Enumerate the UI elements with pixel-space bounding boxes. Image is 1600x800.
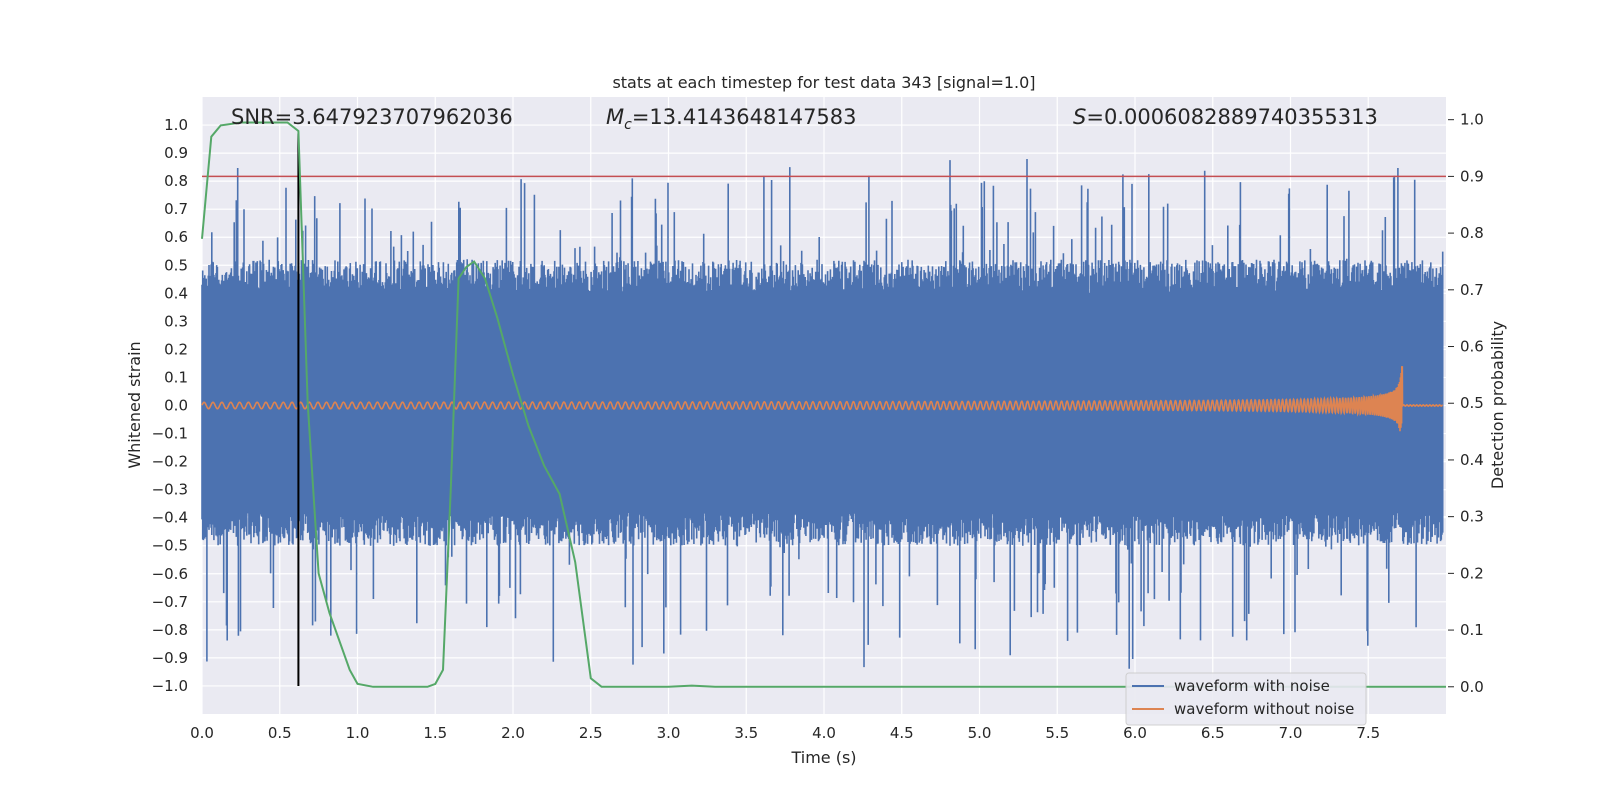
waveform-without-noise-series	[201, 366, 1443, 432]
chirp-mass-value: =13.4143648147583	[632, 105, 857, 129]
y2-tick-label: 1.0	[1460, 111, 1484, 129]
s-annotation: S=0.0006082889740355313	[1073, 105, 1378, 129]
y2-tick-label: 0.0	[1460, 678, 1484, 696]
y-axis-label: Whitened strain	[125, 341, 144, 468]
legend-label-clean: waveform without noise	[1174, 700, 1354, 718]
y-tick-label: −0.1	[152, 425, 188, 443]
x-tick-label: 4.0	[812, 724, 836, 742]
right-y-axis-ticks: 1.0 0.9 0.8 0.7 0.6 0.5 0.4 0.3 0.2 0.1 0.0	[1448, 111, 1484, 696]
x-tick-label: 0.0	[190, 724, 214, 742]
y-tick-label: 0.5	[164, 256, 188, 274]
chart-title: stats at each timestep for test data 343…	[612, 73, 1035, 92]
y-tick-label: −0.7	[152, 593, 188, 611]
y2-tick-label: 0.1	[1460, 621, 1484, 639]
y2-tick-label: 0.8	[1460, 224, 1484, 242]
x-tick-label: 2.0	[501, 724, 525, 742]
y2-tick-label: 0.9	[1460, 167, 1484, 185]
y-tick-label: 0.4	[164, 284, 188, 302]
x-tick-label: 6.0	[1123, 724, 1147, 742]
chirp-mass-symbol: M	[606, 105, 624, 129]
y-tick-label: −0.3	[152, 481, 188, 499]
clean-waveform-path	[201, 366, 1443, 432]
s-value: =0.0006082889740355313	[1086, 105, 1378, 129]
y-tick-label: 0.9	[164, 144, 188, 162]
y-tick-label: −0.4	[152, 509, 188, 527]
legend-label-noisy: waveform with noise	[1174, 677, 1330, 695]
y-tick-label: 0.6	[164, 228, 188, 246]
y2-axis-label: Detection probability	[1488, 321, 1507, 489]
y-tick-label: 0.2	[164, 340, 188, 358]
y-tick-label: −0.2	[152, 453, 188, 471]
x-tick-label: 3.5	[734, 724, 758, 742]
y2-tick-label: 0.3	[1460, 508, 1484, 526]
snr-annotation: SNR=3.647923707962036	[231, 105, 513, 129]
x-tick-label: 4.5	[890, 724, 914, 742]
detection-probability-line	[201, 121, 1446, 688]
x-tick-label: 7.5	[1356, 724, 1380, 742]
x-tick-label: 0.5	[268, 724, 292, 742]
x-tick-label: 7.0	[1279, 724, 1303, 742]
y2-tick-label: 0.7	[1460, 281, 1484, 299]
y2-tick-label: 0.2	[1460, 564, 1484, 582]
y-tick-label: −0.5	[152, 537, 188, 555]
x-tick-label: 2.5	[579, 724, 603, 742]
x-tick-label: 6.5	[1201, 724, 1225, 742]
x-tick-label: 1.0	[346, 724, 370, 742]
s-symbol: S	[1073, 105, 1086, 129]
y-tick-label: −1.0	[152, 677, 188, 695]
y2-tick-label: 0.6	[1460, 338, 1484, 356]
left-y-axis-ticks: 1.0 0.9 0.8 0.7 0.6 0.5 0.4 0.3 0.2 0.1 0.0 −0.1 −0.…	[152, 116, 188, 695]
y-tick-label: 0.8	[164, 172, 188, 190]
y2-tick-label: 0.5	[1460, 394, 1484, 412]
y-tick-label: 0.1	[164, 368, 188, 386]
legend: waveform with noise waveform without noi…	[1125, 672, 1367, 726]
y-tick-label: −0.8	[152, 621, 188, 639]
x-tick-label: 1.5	[423, 724, 447, 742]
x-axis-label: Time (s)	[790, 748, 856, 767]
y-tick-label: 0.3	[164, 312, 188, 330]
y-tick-label: 0.0	[164, 397, 188, 415]
x-tick-label: 5.0	[968, 724, 992, 742]
chirp-mass-subscript: c	[624, 117, 632, 133]
chirp-mass-annotation: Mc=13.4143648147583	[606, 105, 857, 133]
y-tick-label: −0.9	[152, 649, 188, 667]
y-tick-label: 0.7	[164, 200, 188, 218]
x-tick-label: 3.0	[657, 724, 681, 742]
y-tick-label: −0.6	[152, 565, 188, 583]
x-tick-label: 5.5	[1045, 724, 1069, 742]
x-axis-ticks: 0.0 0.5 1.0 1.5 2.0 2.5 3.0 3.5 4.0 4.5 5.0 5.5 6.0 6…	[190, 724, 1380, 742]
legend-box	[1125, 672, 1367, 726]
y-tick-label: 1.0	[164, 116, 188, 134]
y2-tick-label: 0.4	[1460, 451, 1484, 469]
